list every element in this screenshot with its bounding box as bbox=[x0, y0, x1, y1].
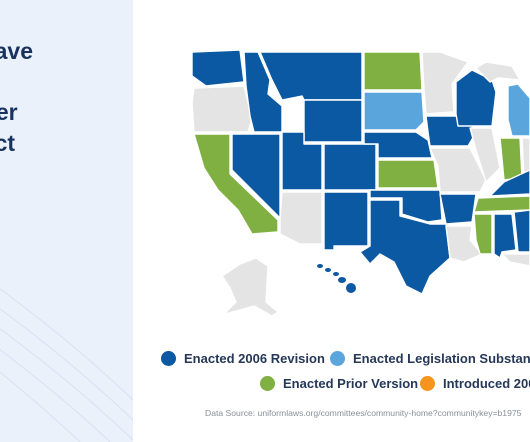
title-line-4: Act bbox=[0, 129, 16, 156]
state-texas[interactable] bbox=[359, 199, 451, 295]
title-line-2: e bbox=[0, 67, 133, 98]
legend-swatch-dark-blue bbox=[161, 351, 176, 366]
state-mississippi[interactable] bbox=[473, 213, 493, 255]
legend-label-enacted-2006: Enacted 2006 Revision bbox=[184, 351, 325, 366]
state-north-dakota[interactable] bbox=[363, 51, 423, 91]
state-south-dakota[interactable] bbox=[363, 91, 425, 131]
title-line-3: wer bbox=[0, 99, 18, 125]
state-arkansas[interactable] bbox=[439, 193, 477, 225]
legend-swatch-orange bbox=[420, 376, 435, 391]
state-georgia[interactable] bbox=[513, 209, 530, 253]
state-ohio[interactable] bbox=[521, 137, 530, 179]
state-minnesota[interactable] bbox=[421, 51, 469, 115]
state-florida[interactable] bbox=[501, 253, 530, 267]
data-source: Data Source: uniformlaws.org/committees/… bbox=[205, 408, 522, 418]
state-michigan-upper[interactable] bbox=[475, 61, 521, 83]
decorative-curves bbox=[0, 288, 133, 442]
state-missouri[interactable] bbox=[429, 147, 487, 193]
us-map bbox=[191, 49, 530, 317]
legend-item-enacted-2006: Enacted 2006 Revision bbox=[161, 351, 325, 366]
state-hawaii[interactable] bbox=[317, 264, 356, 293]
page-title: Have e wer Act bbox=[0, 36, 133, 158]
state-alabama[interactable] bbox=[493, 213, 517, 259]
legend-item-introduced: Introduced 200 bbox=[420, 376, 530, 391]
state-new-mexico[interactable] bbox=[323, 191, 369, 251]
state-colorado[interactable] bbox=[323, 143, 377, 191]
state-kentucky[interactable] bbox=[489, 169, 530, 197]
state-utah[interactable] bbox=[281, 131, 323, 191]
state-tennessee[interactable] bbox=[473, 195, 530, 213]
state-illinois[interactable] bbox=[469, 127, 501, 183]
state-idaho[interactable] bbox=[243, 51, 283, 133]
state-wisconsin[interactable] bbox=[455, 69, 497, 127]
state-wyoming[interactable] bbox=[303, 99, 363, 143]
left-panel: Have e wer Act bbox=[0, 0, 133, 442]
state-california[interactable] bbox=[193, 133, 279, 235]
legend-swatch-green bbox=[260, 376, 275, 391]
state-michigan[interactable] bbox=[507, 83, 530, 137]
title-line-1: Have bbox=[0, 38, 33, 64]
legend-swatch-light-blue bbox=[330, 351, 345, 366]
legend-label-substantially: Enacted Legislation Substantia bbox=[353, 351, 530, 366]
state-alaska[interactable] bbox=[221, 257, 279, 317]
legend-label-introduced: Introduced 200 bbox=[443, 376, 530, 391]
state-indiana[interactable] bbox=[499, 137, 523, 181]
legend-item-substantially: Enacted Legislation Substantia bbox=[330, 351, 530, 366]
legend-label-prior: Enacted Prior Version bbox=[283, 376, 419, 391]
state-arizona[interactable] bbox=[279, 191, 323, 245]
state-kansas[interactable] bbox=[377, 159, 439, 189]
state-oregon[interactable] bbox=[191, 85, 253, 133]
state-nebraska[interactable] bbox=[363, 131, 433, 159]
state-montana[interactable] bbox=[259, 51, 363, 101]
legend-item-prior: Enacted Prior Version bbox=[260, 376, 418, 391]
state-washington[interactable] bbox=[191, 49, 245, 87]
